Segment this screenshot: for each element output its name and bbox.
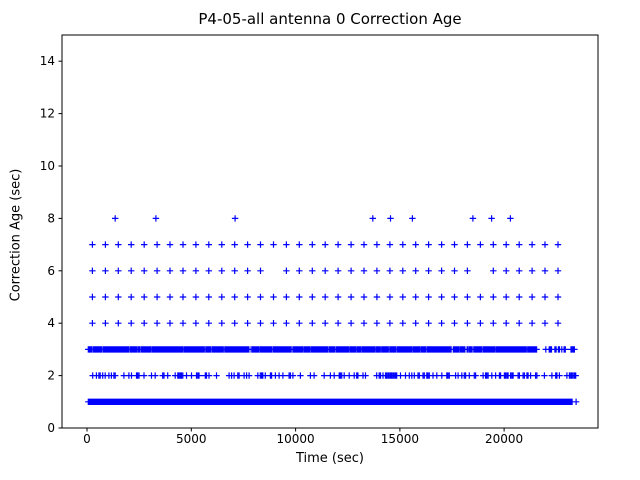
series-correction-age-6s bbox=[89, 267, 562, 274]
series-correction-age-2s bbox=[89, 372, 579, 379]
x-tick-label: 10000 bbox=[277, 432, 315, 446]
y-tick-label: 14 bbox=[40, 54, 55, 68]
plot-area bbox=[61, 34, 599, 429]
series-correction-age-8s bbox=[112, 215, 514, 222]
x-tick-label: 0 bbox=[83, 432, 91, 446]
series-correction-age-4s bbox=[89, 320, 562, 327]
y-tick-label: 4 bbox=[47, 316, 55, 330]
series-correction-age-3s bbox=[85, 346, 578, 353]
y-tick-label: 6 bbox=[47, 264, 55, 278]
x-tick-label: 20000 bbox=[485, 432, 523, 446]
chart-title: P4-05-all antenna 0 Correction Age bbox=[198, 10, 462, 28]
series-correction-age-7s bbox=[89, 241, 562, 248]
y-tick-label: 0 bbox=[47, 421, 55, 435]
series-correction-age-5s bbox=[89, 293, 562, 301]
series-correction-age-1s bbox=[85, 398, 580, 405]
x-axis-label: Time (sec) bbox=[295, 451, 364, 466]
y-tick-label: 12 bbox=[40, 107, 55, 121]
y-tick-label: 10 bbox=[40, 159, 55, 173]
y-tick-label: 2 bbox=[47, 369, 55, 383]
x-tick-label: 5000 bbox=[176, 432, 207, 446]
x-tick-label: 15000 bbox=[381, 432, 419, 446]
y-tick-label: 8 bbox=[47, 211, 55, 225]
